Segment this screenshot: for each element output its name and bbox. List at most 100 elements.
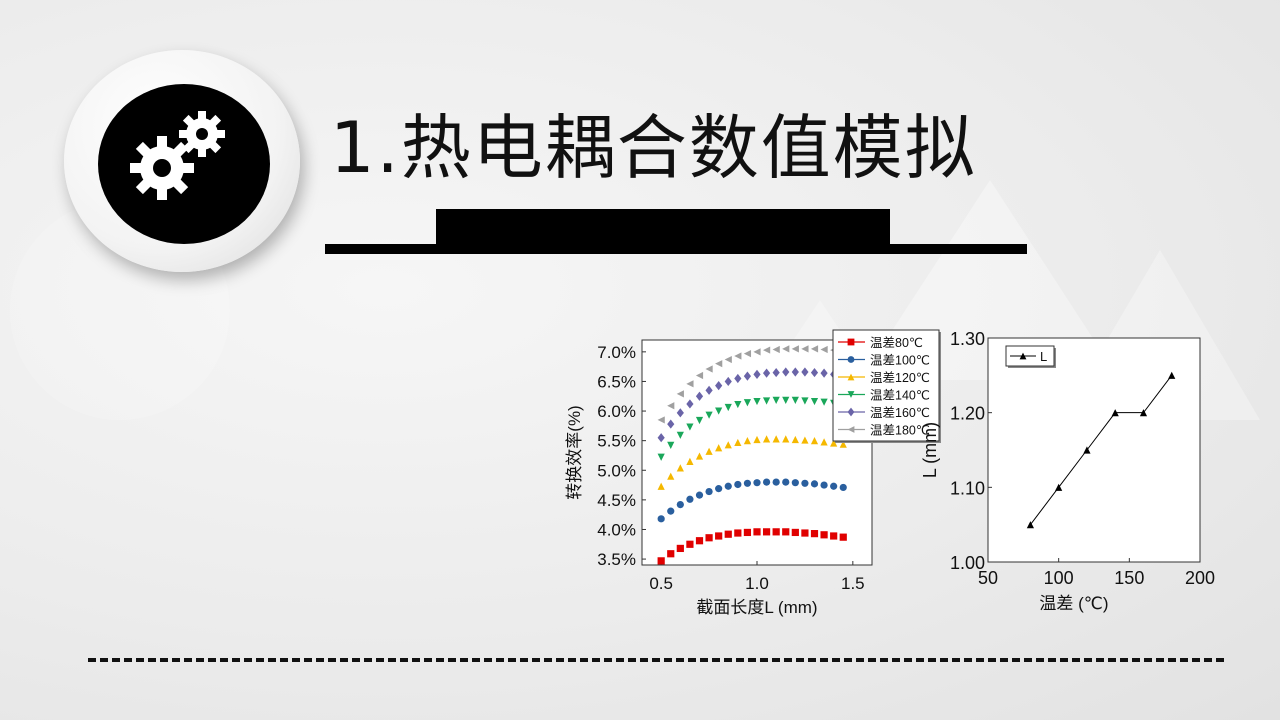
data-point bbox=[695, 391, 704, 401]
data-point bbox=[724, 355, 732, 364]
data-point bbox=[657, 453, 665, 461]
data-point bbox=[801, 345, 809, 353]
legend-label: 温差180℃ bbox=[870, 424, 930, 438]
data-point bbox=[1139, 409, 1148, 417]
data-point bbox=[715, 485, 723, 493]
data-point bbox=[810, 345, 819, 353]
data-point bbox=[734, 438, 742, 447]
series-1 bbox=[657, 528, 847, 565]
data-point bbox=[791, 528, 799, 537]
data-point bbox=[695, 452, 704, 460]
data-point bbox=[1055, 483, 1063, 491]
data-point bbox=[734, 529, 742, 537]
data-point bbox=[762, 478, 771, 486]
data-point bbox=[734, 352, 742, 360]
series-line bbox=[1030, 375, 1173, 525]
title-underline-block bbox=[436, 209, 890, 246]
x-tick-label: 50 bbox=[978, 568, 998, 588]
data-point bbox=[1083, 446, 1091, 454]
x-axis-label: 截面长度L (mm) bbox=[696, 598, 817, 617]
data-point bbox=[782, 367, 790, 377]
x-tick-label: 1.5 bbox=[841, 574, 865, 593]
series-2 bbox=[657, 478, 847, 523]
legend-label: 温差80℃ bbox=[870, 336, 923, 350]
legend-label: 温差140℃ bbox=[870, 389, 930, 403]
data-point bbox=[782, 528, 790, 536]
data-point bbox=[801, 436, 809, 444]
y-tick-label: 4.0% bbox=[597, 520, 636, 539]
data-point bbox=[791, 479, 799, 487]
data-point bbox=[715, 380, 723, 391]
data-point bbox=[715, 532, 723, 540]
series-3 bbox=[657, 435, 847, 490]
data-point bbox=[772, 478, 780, 486]
legend-marker bbox=[847, 391, 855, 398]
title-underline-bar bbox=[325, 244, 1027, 254]
legend-label: 温差100℃ bbox=[870, 354, 930, 368]
data-point bbox=[743, 437, 752, 445]
y-tick-label: 4.5% bbox=[597, 491, 636, 510]
data-point bbox=[753, 397, 761, 406]
data-point bbox=[810, 367, 819, 378]
data-point bbox=[724, 403, 732, 412]
y-tick-label: 6.0% bbox=[597, 402, 636, 421]
plot-area bbox=[987, 337, 1201, 563]
length-chart: 1.00 1.10 1.20 1.30 50 100 150 200 温差 (℃) L (mm) L bbox=[920, 329, 1215, 613]
legend-label: 温差160℃ bbox=[870, 406, 930, 420]
data-point bbox=[724, 441, 732, 449]
data-point bbox=[705, 365, 713, 373]
data-point bbox=[695, 537, 704, 545]
data-point bbox=[810, 437, 819, 445]
footer-dashed-line bbox=[88, 658, 1224, 662]
data-point bbox=[695, 416, 704, 425]
legend-marker bbox=[847, 407, 855, 417]
x-tick-label: 200 bbox=[1185, 568, 1215, 588]
data-point bbox=[705, 411, 713, 419]
legend-marker bbox=[847, 373, 855, 381]
data-point bbox=[820, 368, 828, 378]
data-point bbox=[782, 478, 790, 486]
data-point bbox=[676, 501, 684, 509]
data-point bbox=[762, 346, 771, 354]
data-point bbox=[734, 400, 742, 409]
data-point bbox=[743, 528, 752, 537]
data-point bbox=[762, 435, 771, 443]
data-point bbox=[667, 472, 675, 480]
data-point bbox=[705, 487, 713, 496]
data-point bbox=[657, 482, 665, 490]
data-point bbox=[772, 528, 780, 536]
data-point bbox=[830, 439, 838, 447]
data-point bbox=[715, 407, 723, 415]
data-point bbox=[743, 479, 752, 487]
data-point bbox=[705, 534, 713, 542]
y-axis-label: 转换效率(%) bbox=[565, 405, 584, 499]
y-tick-label: 1.10 bbox=[950, 478, 985, 498]
data-point bbox=[686, 380, 694, 388]
legend-marker bbox=[847, 356, 855, 363]
data-point bbox=[753, 435, 761, 444]
series-6 bbox=[657, 345, 847, 424]
legend-marker bbox=[1019, 352, 1027, 360]
x-tick-label: 1.0 bbox=[745, 574, 769, 593]
data-point bbox=[801, 397, 809, 405]
data-point bbox=[667, 507, 675, 515]
data-point bbox=[820, 481, 828, 489]
legend-label: 温差120℃ bbox=[870, 371, 930, 385]
y-tick-label: 5.0% bbox=[597, 461, 636, 480]
efficiency-chart: 3.5% 4.0% 4.5% 5.0% 5.5% 6.0% 6.5% 7.0% 0.5 1.0 1.… bbox=[565, 329, 941, 617]
data-point bbox=[839, 533, 847, 541]
data-point bbox=[762, 397, 771, 405]
data-point bbox=[715, 444, 723, 452]
data-point bbox=[820, 398, 828, 406]
data-point bbox=[695, 371, 704, 380]
data-point bbox=[772, 345, 780, 354]
data-point bbox=[676, 390, 684, 398]
data-point bbox=[676, 544, 684, 553]
y-tick-label: 5.5% bbox=[597, 432, 636, 451]
data-point bbox=[810, 530, 819, 538]
data-point bbox=[820, 531, 828, 539]
data-point bbox=[734, 480, 742, 489]
data-point bbox=[743, 350, 752, 358]
data-point bbox=[667, 402, 675, 410]
